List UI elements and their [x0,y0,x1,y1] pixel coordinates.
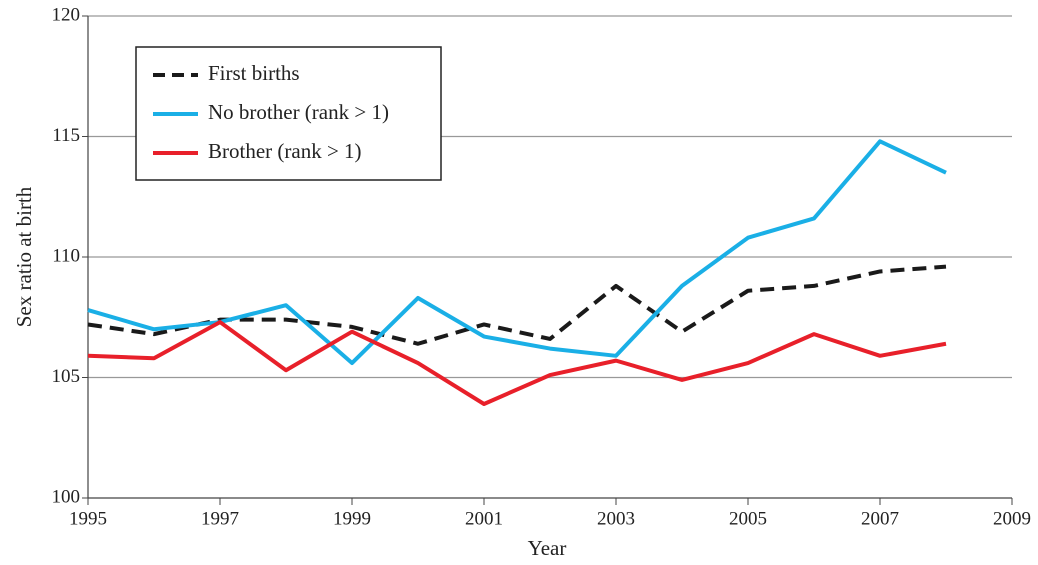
x-tick-label: 2007 [861,508,899,529]
x-tick-label: 2005 [729,508,767,529]
x-tick-label: 2003 [597,508,635,529]
y-tick-label: 120 [52,4,81,25]
y-tick-label: 115 [52,125,80,146]
legend-label: Brother (rank > 1) [208,139,362,163]
x-tick-label: 2009 [993,508,1031,529]
legend-label: No brother (rank > 1) [208,100,389,124]
y-tick-label: 105 [52,366,81,387]
x-tick-label: 1999 [333,508,371,529]
y-tick-label: 100 [52,486,81,507]
legend-label: First births [208,61,300,85]
x-tick-label: 2001 [465,508,503,529]
x-tick-label: 1997 [201,508,239,529]
series-line [87,264,947,346]
series-line [87,320,947,407]
y-tick-label: 110 [52,245,80,266]
x-tick-label: 1995 [69,508,107,529]
y-axis-label: Sex ratio at birth [12,186,36,327]
series-line [87,139,947,366]
x-axis-label: Year [528,536,567,560]
